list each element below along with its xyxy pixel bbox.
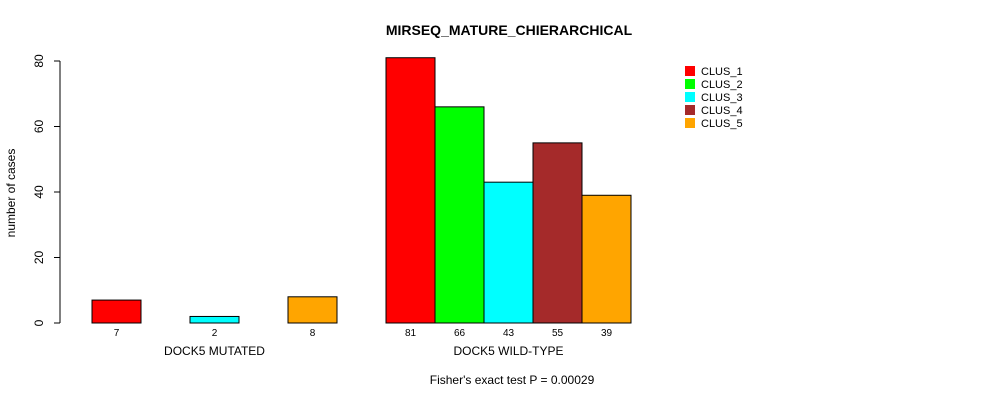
legend-swatch (685, 92, 695, 102)
bar (483, 181, 534, 324)
y-axis: 0 20 40 60 80 (32, 54, 61, 326)
bar-count-label: 7 (114, 328, 120, 339)
y-tick-label: 20 (32, 251, 46, 265)
bars: 7 2 8 DOCK5 MUTATED 81 66 43 55 39 DOCK5 WILD-TYP… (91, 57, 632, 358)
legend-label: CLUS_3 (701, 92, 743, 104)
legend-label: CLUS_4 (701, 105, 743, 117)
bar (189, 315, 240, 324)
chart-title: MIRSEQ_MATURE_CHIERARCHICAL (386, 22, 633, 38)
y-tick-label: 40 (32, 185, 46, 199)
bar-count-label: 66 (454, 328, 466, 339)
bar-count-label: 8 (310, 328, 316, 339)
bar (91, 299, 142, 324)
legend-swatch (685, 66, 695, 76)
group-label: DOCK5 WILD-TYPE (453, 344, 563, 358)
bar (287, 296, 338, 324)
legend-swatch (685, 118, 695, 128)
bar-count-label: 2 (212, 328, 218, 339)
group-label: DOCK5 MUTATED (164, 344, 265, 358)
legend-swatch (685, 105, 695, 115)
legend-label: CLUS_1 (701, 66, 743, 78)
bar-count-label: 55 (552, 328, 564, 339)
bar (581, 194, 632, 324)
y-tick-label: 0 (32, 319, 46, 326)
bar (385, 57, 436, 324)
y-tick-label: 60 (32, 120, 46, 134)
bar (434, 106, 485, 324)
bar-count-label: 81 (405, 328, 417, 339)
bar (532, 142, 583, 324)
bar-count-label: 39 (601, 328, 613, 339)
legend-label: CLUS_2 (701, 79, 743, 91)
footnote: Fisher's exact test P = 0.00029 (430, 373, 595, 387)
y-tick-label: 80 (32, 54, 46, 68)
legend-label: CLUS_5 (701, 118, 743, 130)
bar-count-label: 43 (503, 328, 515, 339)
legend-swatch (685, 79, 695, 89)
y-axis-label: number of cases (4, 149, 18, 238)
